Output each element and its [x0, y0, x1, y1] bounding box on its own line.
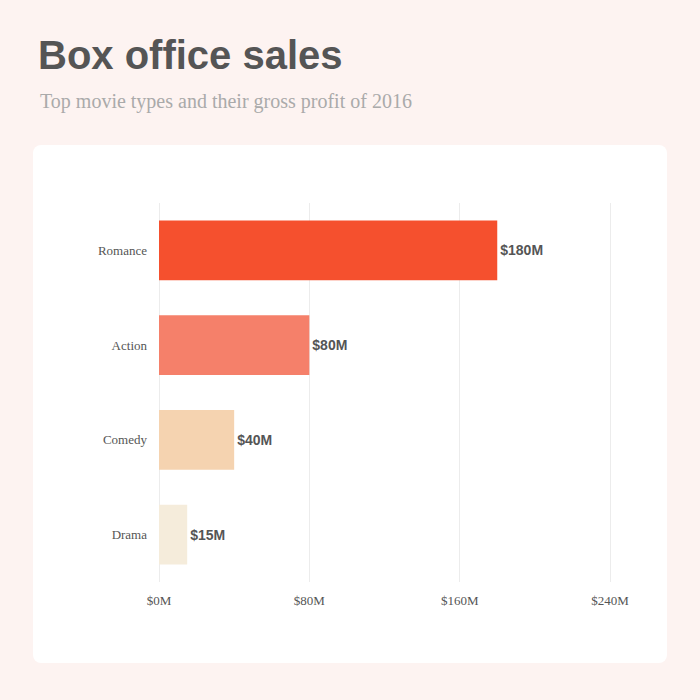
svg-text:Comedy: Comedy: [103, 432, 148, 447]
svg-text:$80M: $80M: [312, 337, 347, 353]
svg-text:Romance: Romance: [98, 243, 147, 258]
svg-text:$0M: $0M: [147, 593, 172, 608]
svg-text:Top movie types and their gros: Top movie types and their gross profit o…: [40, 90, 412, 113]
svg-text:$15M: $15M: [190, 527, 225, 543]
svg-text:$80M: $80M: [294, 593, 326, 608]
svg-text:Drama: Drama: [112, 527, 148, 542]
svg-text:Action: Action: [112, 338, 148, 353]
svg-text:$180M: $180M: [500, 242, 543, 258]
svg-text:$40M: $40M: [237, 432, 272, 448]
svg-text:Box office sales: Box office sales: [38, 33, 343, 77]
svg-text:$160M: $160M: [441, 593, 479, 608]
svg-text:$240M: $240M: [591, 593, 629, 608]
